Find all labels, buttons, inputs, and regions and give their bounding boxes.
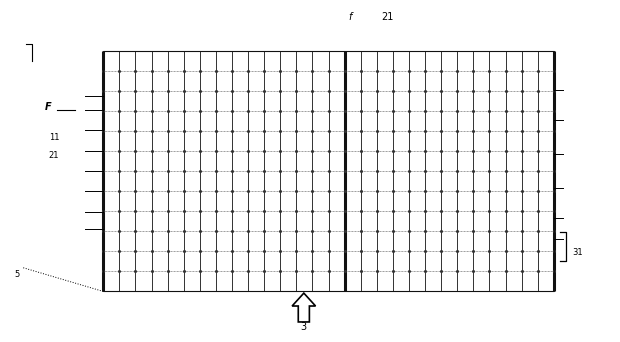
Bar bbox=[104, 51, 554, 291]
Text: 21: 21 bbox=[48, 151, 59, 160]
Text: 21: 21 bbox=[381, 12, 393, 22]
FancyArrow shape bbox=[292, 293, 316, 322]
Text: f: f bbox=[348, 12, 352, 22]
Text: 5: 5 bbox=[14, 270, 19, 279]
Text: 3: 3 bbox=[301, 322, 307, 332]
Text: 11: 11 bbox=[48, 133, 59, 142]
Text: F: F bbox=[45, 102, 51, 111]
Text: 31: 31 bbox=[572, 248, 583, 257]
